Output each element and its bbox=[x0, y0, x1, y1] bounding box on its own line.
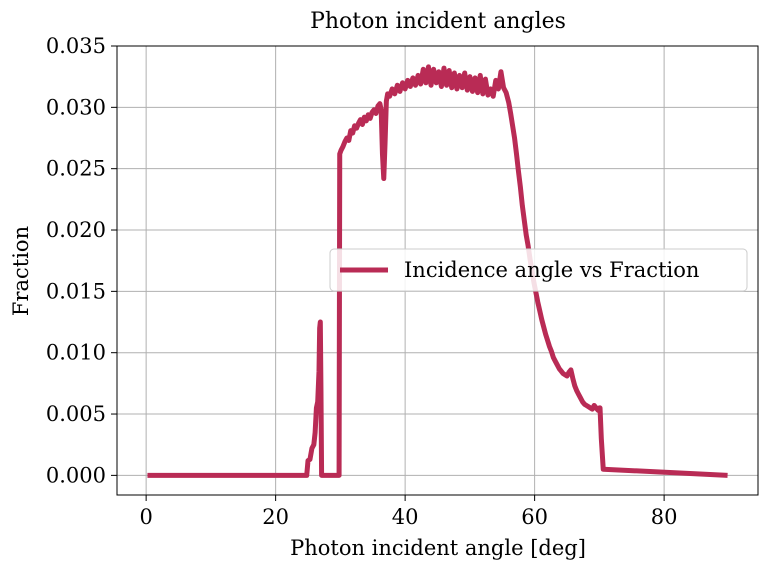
y-ticks: 0.000 0.005 0.010 0.015 0.020 0.025 0.030 0.035 bbox=[46, 34, 117, 487]
y-tick-label: 0.000 bbox=[46, 463, 106, 487]
x-tick-label: 0 bbox=[139, 505, 152, 529]
x-tick-label: 20 bbox=[262, 505, 289, 529]
y-tick-label: 0.015 bbox=[46, 279, 106, 303]
y-tick-label: 0.010 bbox=[46, 341, 106, 365]
legend-box bbox=[329, 248, 748, 292]
plot-frame bbox=[116, 45, 759, 496]
series-line bbox=[147, 64, 728, 478]
y-axis-label: Fraction bbox=[9, 226, 33, 316]
chart-title: Photon incident angles bbox=[310, 9, 566, 34]
x-ticks: 0 20 40 60 80 bbox=[139, 495, 677, 529]
series-layer bbox=[147, 64, 728, 478]
y-tick-label: 0.025 bbox=[46, 157, 106, 181]
x-tick-label: 40 bbox=[392, 505, 419, 529]
y-tick-label: 0.030 bbox=[46, 95, 106, 119]
y-tick-label: 0.020 bbox=[46, 218, 106, 242]
legend: Incidence angle vs Fraction bbox=[329, 248, 748, 292]
y-tick-label: 0.005 bbox=[46, 402, 106, 426]
y-tick-label: 0.035 bbox=[46, 34, 106, 58]
legend-entry-label: Incidence angle vs Fraction bbox=[404, 258, 699, 282]
x-tick-label: 80 bbox=[651, 505, 678, 529]
x-axis-label: Photon incident angle [deg] bbox=[290, 536, 586, 560]
x-tick-label: 60 bbox=[521, 505, 548, 529]
